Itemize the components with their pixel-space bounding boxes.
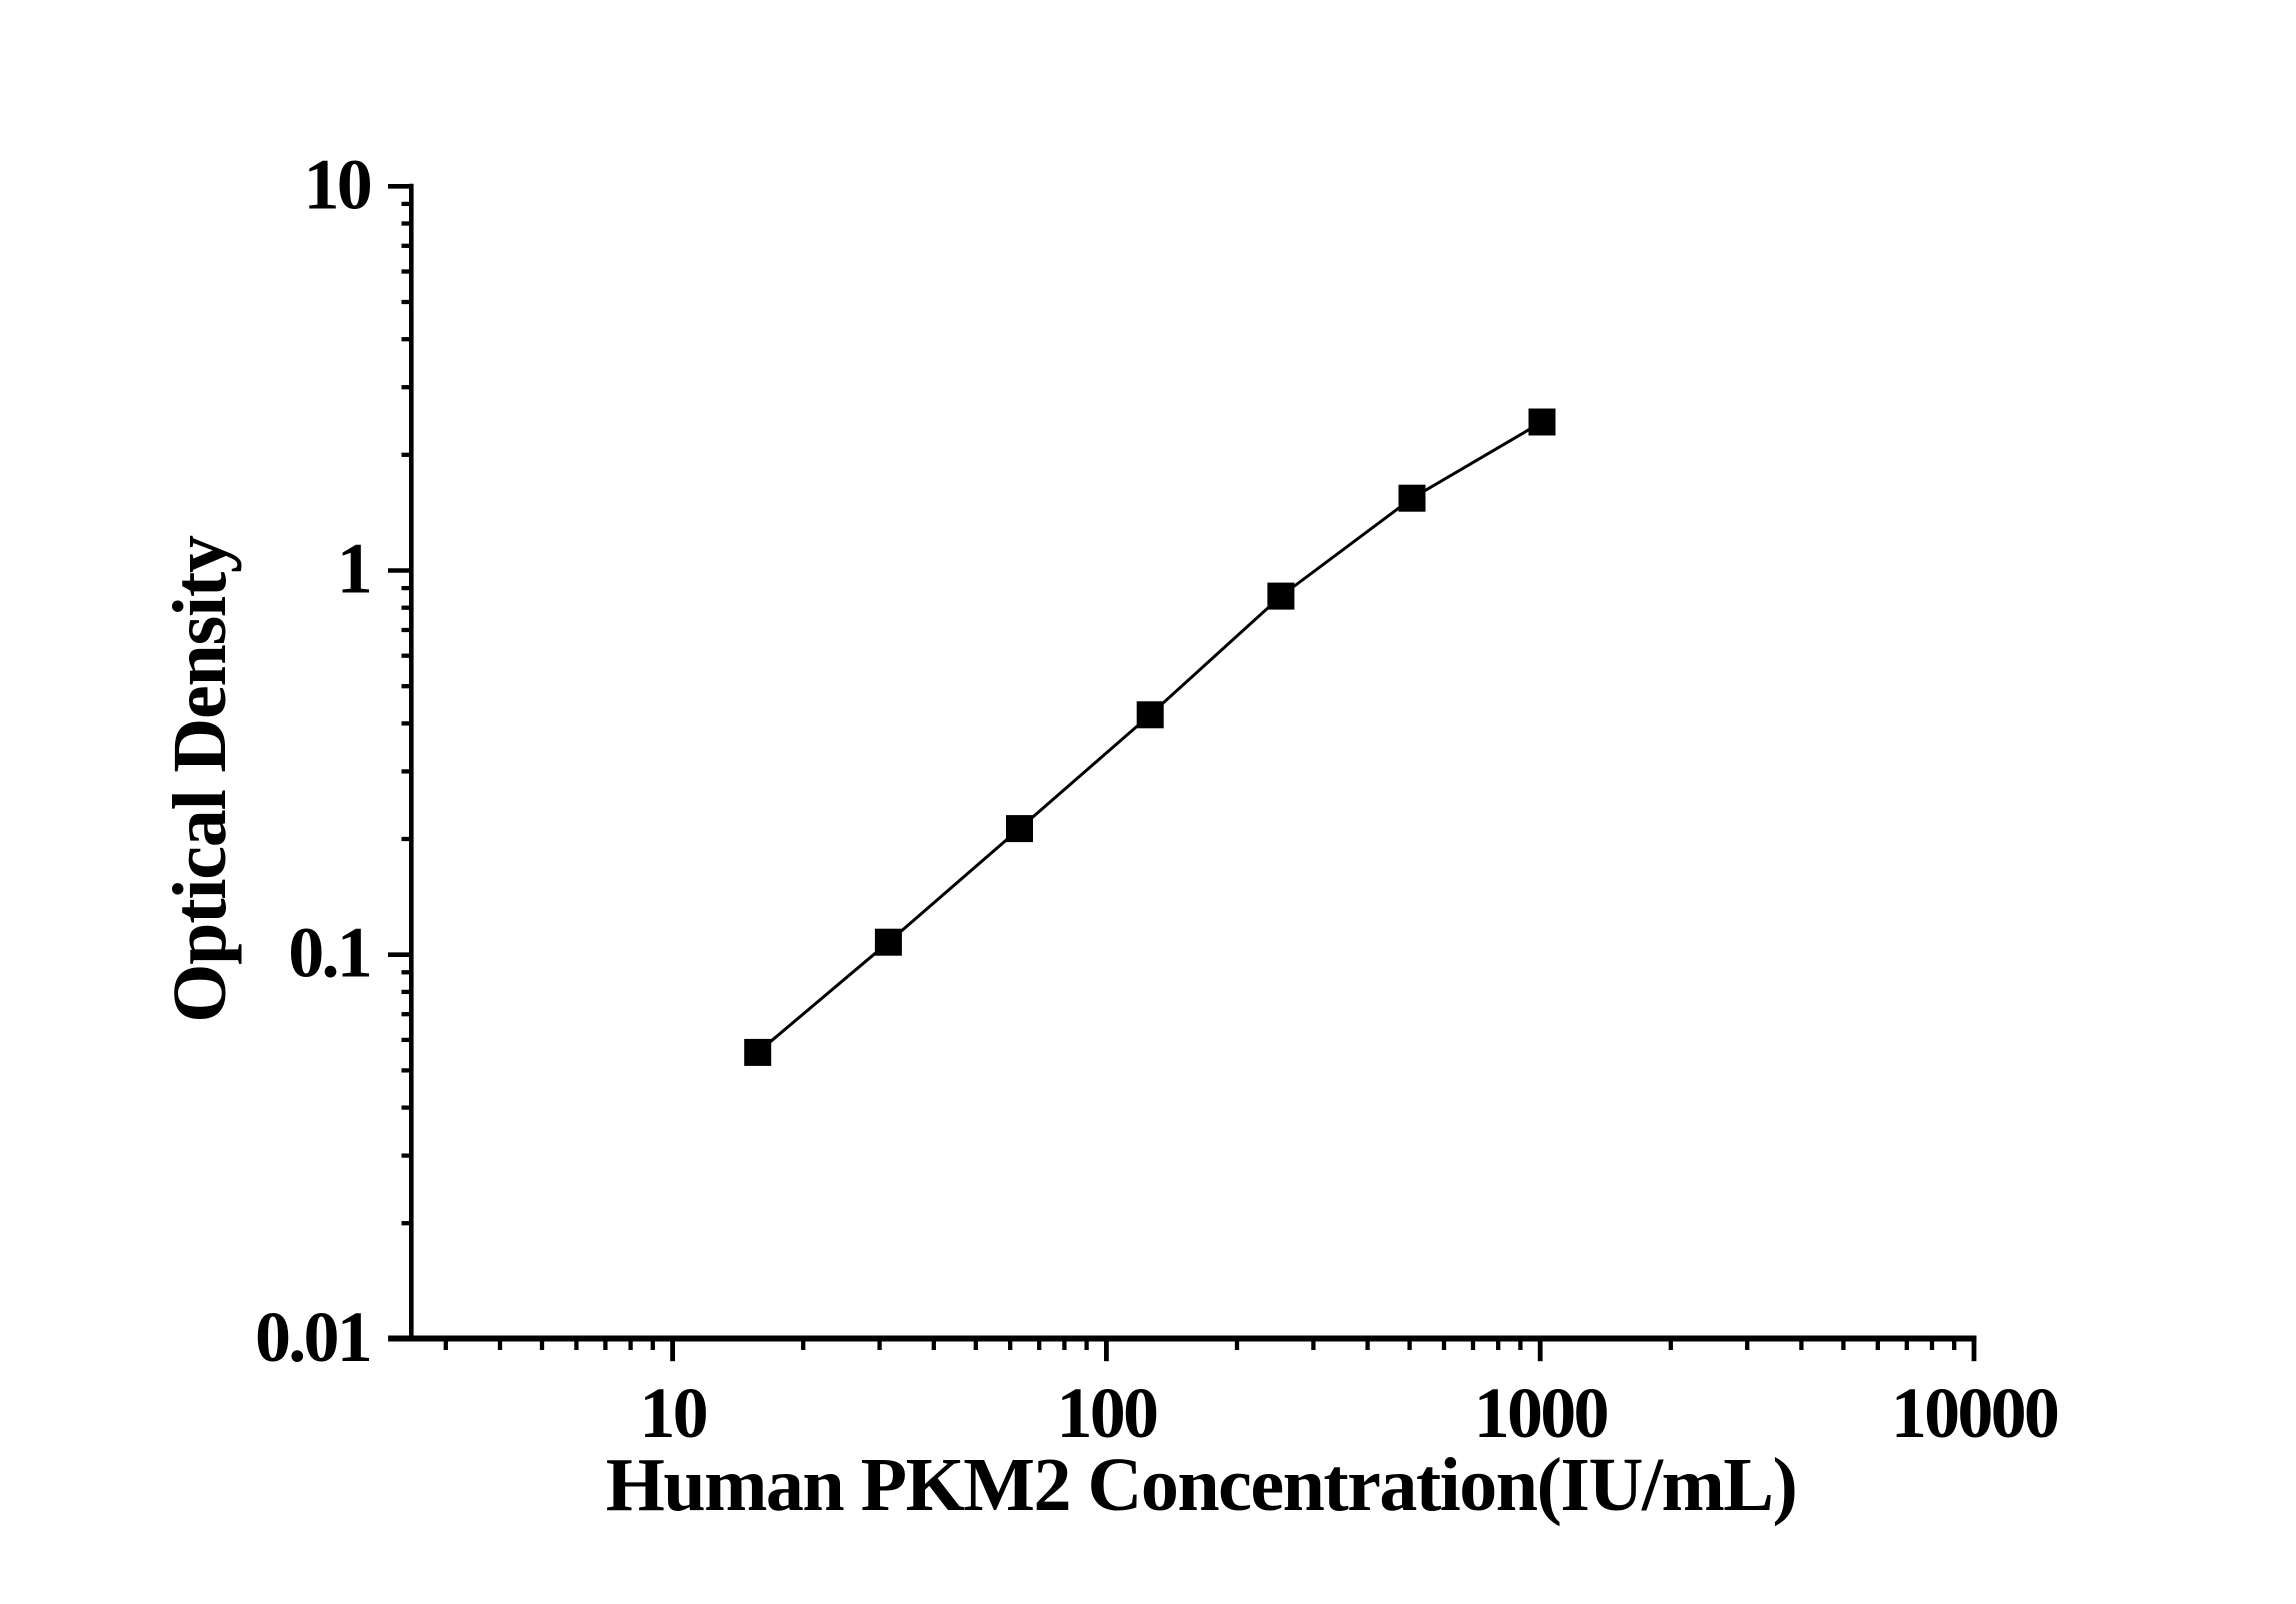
svg-text:10: 10 — [304, 144, 371, 224]
svg-text:10: 10 — [639, 1373, 706, 1453]
svg-text:1000: 1000 — [1474, 1373, 1608, 1453]
svg-text:0.01: 0.01 — [255, 1297, 370, 1377]
svg-text:0.1: 0.1 — [288, 913, 370, 993]
svg-text:Human PKM2 Concentration(IU/mL: Human PKM2 Concentration(IU/mL) — [606, 1443, 1797, 1527]
svg-text:1: 1 — [337, 529, 370, 609]
svg-text:10000: 10000 — [1891, 1373, 2058, 1453]
svg-text:100: 100 — [1057, 1373, 1158, 1453]
svg-text:Optical Density: Optical Density — [158, 535, 242, 1023]
